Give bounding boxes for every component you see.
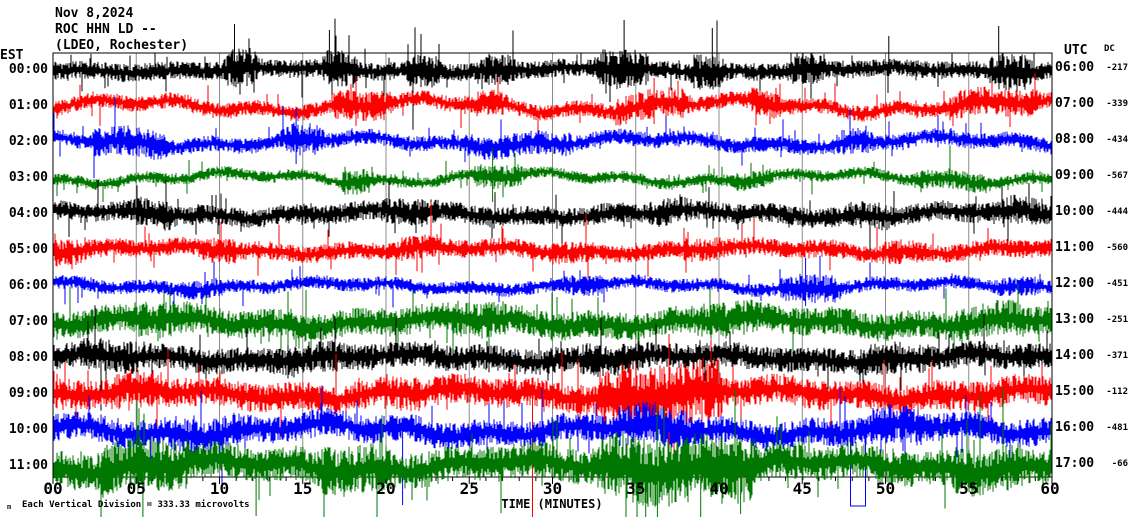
est-hour-label: 01:00 xyxy=(8,98,48,113)
x-tick-label: 40 xyxy=(709,479,729,498)
dc-value: -560 xyxy=(1106,243,1128,253)
left-axis-label: EST xyxy=(0,48,24,63)
header-network: (LDEO, Rochester) xyxy=(55,38,189,53)
trace-row-0900 xyxy=(53,334,1052,517)
dc-value: -451 xyxy=(1106,279,1128,289)
utc-hour-label: 17:00 xyxy=(1055,456,1095,471)
dc-value: -567 xyxy=(1106,171,1128,181)
utc-hour-label: 14:00 xyxy=(1055,348,1095,363)
dc-value: -371 xyxy=(1106,351,1128,361)
dc-value: -481 xyxy=(1106,423,1128,433)
x-tick-label: 35 xyxy=(626,479,646,498)
dc-value: -444 xyxy=(1106,207,1128,217)
header-date: Nov 8,2024 xyxy=(55,6,134,21)
dc-value: -112 xyxy=(1106,387,1128,397)
utc-hour-label: 07:00 xyxy=(1055,96,1095,111)
x-tick-label: 30 xyxy=(542,479,563,498)
x-tick-label: 55 xyxy=(959,479,979,498)
dc-value: -217 xyxy=(1106,63,1128,73)
trace-row-0800 xyxy=(53,305,1052,411)
utc-hour-label: 06:00 xyxy=(1055,60,1095,75)
x-tick-label: 15 xyxy=(293,479,313,498)
utc-hour-label: 13:00 xyxy=(1055,312,1095,327)
est-hour-label: 05:00 xyxy=(8,242,48,257)
trace-row-0700 xyxy=(53,283,1052,361)
trace-row-0600 xyxy=(53,255,1052,313)
dc-value: -66 xyxy=(1111,459,1128,469)
dc-value: -339 xyxy=(1106,99,1128,109)
utc-hour-label: 15:00 xyxy=(1055,384,1095,399)
est-hour-label: 09:00 xyxy=(8,386,48,401)
dc-value: -434 xyxy=(1106,135,1128,145)
utc-hour-label: 16:00 xyxy=(1055,420,1095,435)
x-tick-label: 45 xyxy=(792,479,812,498)
est-hour-label: 06:00 xyxy=(8,278,48,293)
right-axis-label: UTC xyxy=(1064,43,1088,58)
trace-row-0400 xyxy=(53,179,1052,251)
est-hour-label: 04:00 xyxy=(8,206,48,221)
est-hour-label: 07:00 xyxy=(8,314,48,329)
utc-hour-label: 08:00 xyxy=(1055,132,1095,147)
scale-note: Each Vertical Division = 333.33 microvol… xyxy=(22,500,250,510)
trace-row-1100 xyxy=(53,388,1052,517)
x-tick-label: 00 xyxy=(43,479,63,498)
x-axis-title: TIME (MINUTES) xyxy=(501,497,603,511)
trace-row-0500 xyxy=(53,202,1052,278)
dc-column-label: DC xyxy=(1104,44,1115,54)
est-hour-label: 03:00 xyxy=(8,170,48,185)
trace-row-0100 xyxy=(53,72,1052,140)
trace-row-0300 xyxy=(53,145,1052,202)
est-hour-label: 10:00 xyxy=(8,422,48,437)
est-hour-label: 08:00 xyxy=(8,350,48,365)
est-hour-label: 02:00 xyxy=(8,134,48,149)
dc-value: -251 xyxy=(1106,315,1128,325)
x-tick-label: 60 xyxy=(1040,479,1060,498)
x-tick-label: 05 xyxy=(126,479,146,498)
x-tick-label: 20 xyxy=(376,479,396,498)
trace-row-0200 xyxy=(53,96,1052,179)
x-tick-label: 10 xyxy=(209,479,230,498)
x-tick-label: 25 xyxy=(459,479,479,498)
header-station: ROC HHN LD -- xyxy=(55,22,157,37)
utc-hour-label: 10:00 xyxy=(1055,204,1095,219)
est-hour-label: 00:00 xyxy=(8,62,48,77)
est-hour-label: 11:00 xyxy=(8,458,48,473)
utc-hour-label: 11:00 xyxy=(1055,240,1095,255)
utc-hour-label: 09:00 xyxy=(1055,168,1095,183)
trace-row-0000 xyxy=(53,18,1052,130)
x-tick-label: 50 xyxy=(875,479,896,498)
webicorder-logo-icon: m xyxy=(7,503,12,511)
utc-hour-label: 12:00 xyxy=(1055,276,1095,291)
